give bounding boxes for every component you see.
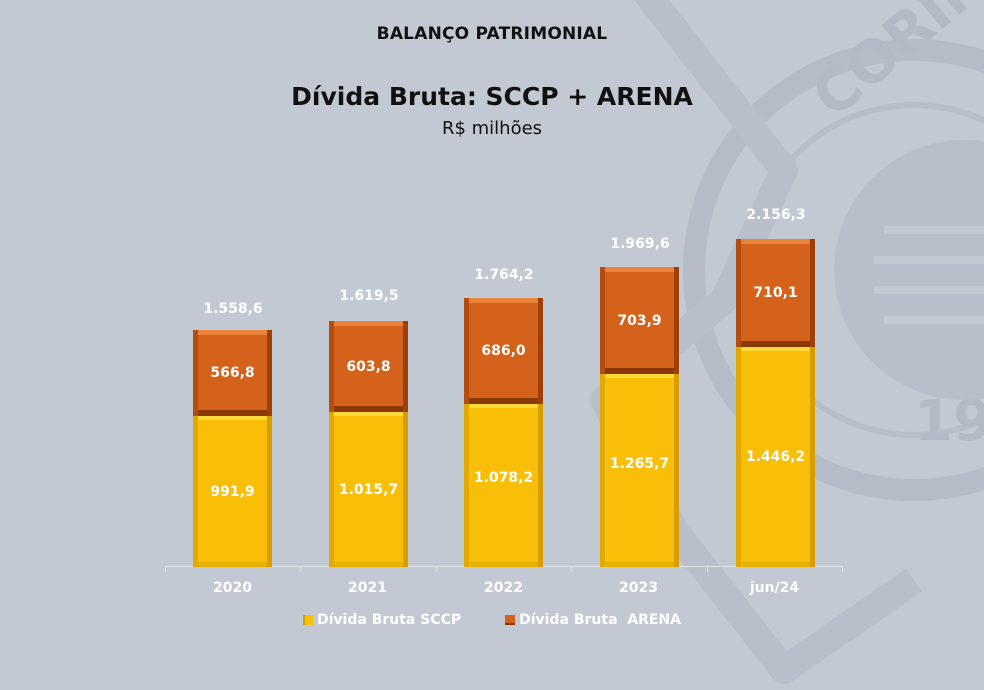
section-title: BALANÇO PATRIMONIAL xyxy=(376,24,608,44)
legend-label-sccp: Dívida Bruta SCCP xyxy=(317,612,462,628)
legend-item-arena[interactable]: Dívida Bruta ARENA xyxy=(505,612,681,628)
legend-label-arena: Dívida Bruta ARENA xyxy=(519,612,681,628)
bar-segment-arena: 603,8 xyxy=(329,321,408,412)
x-axis-tick xyxy=(436,566,437,572)
bar-total-label: 1.764,2 xyxy=(474,267,534,283)
bar-segment-sccp: 1.015,7 xyxy=(329,412,408,567)
x-axis-tick xyxy=(571,566,572,572)
bar-segment-sccp: 1.265,7 xyxy=(600,374,679,567)
legend-swatch-sccp-icon xyxy=(303,615,313,625)
bar-total-label: 1.969,6 xyxy=(610,236,670,252)
x-axis-category-label: 2023 xyxy=(619,580,658,596)
x-axis-category-label: 2021 xyxy=(348,580,387,596)
x-axis-category-label: 2022 xyxy=(484,580,523,596)
bar-segment-arena: 703,9 xyxy=(600,267,679,374)
bar-segment-arena: 566,8 xyxy=(193,330,272,416)
chart-title: Dívida Bruta: SCCP + ARENA xyxy=(291,82,693,111)
bar-segment-sccp: 1.446,2 xyxy=(736,347,815,567)
x-axis-tick xyxy=(300,566,301,572)
x-axis-tick xyxy=(165,566,166,572)
bar-total-label: 1.558,6 xyxy=(203,301,263,317)
legend-item-sccp[interactable]: Dívida Bruta SCCP xyxy=(303,612,461,628)
bar-total-label: 1.619,5 xyxy=(339,288,399,304)
bar-segment-sccp: 1.078,2 xyxy=(464,404,543,567)
legend-swatch-arena-icon xyxy=(505,615,516,625)
chart-legend: Dívida Bruta SCCP Dívida Bruta ARENA xyxy=(0,612,984,628)
bar-segment-arena: 710,1 xyxy=(736,239,815,347)
chart-unit: R$ milhões xyxy=(441,118,543,139)
bar-segment-arena: 686,0 xyxy=(464,298,543,404)
x-axis-tick xyxy=(842,566,843,572)
bar-segment-sccp: 991,9 xyxy=(193,416,272,567)
x-axis-category-label: 2020 xyxy=(213,580,252,596)
x-axis-tick xyxy=(707,566,708,572)
x-axis-category-label: jun/24 xyxy=(749,580,800,596)
bar-total-label: 2.156,3 xyxy=(746,207,806,223)
stacked-bar-chart: 1.558,6 566,8 991,9 2020 1.619,5 603,8 1… xyxy=(165,207,843,596)
